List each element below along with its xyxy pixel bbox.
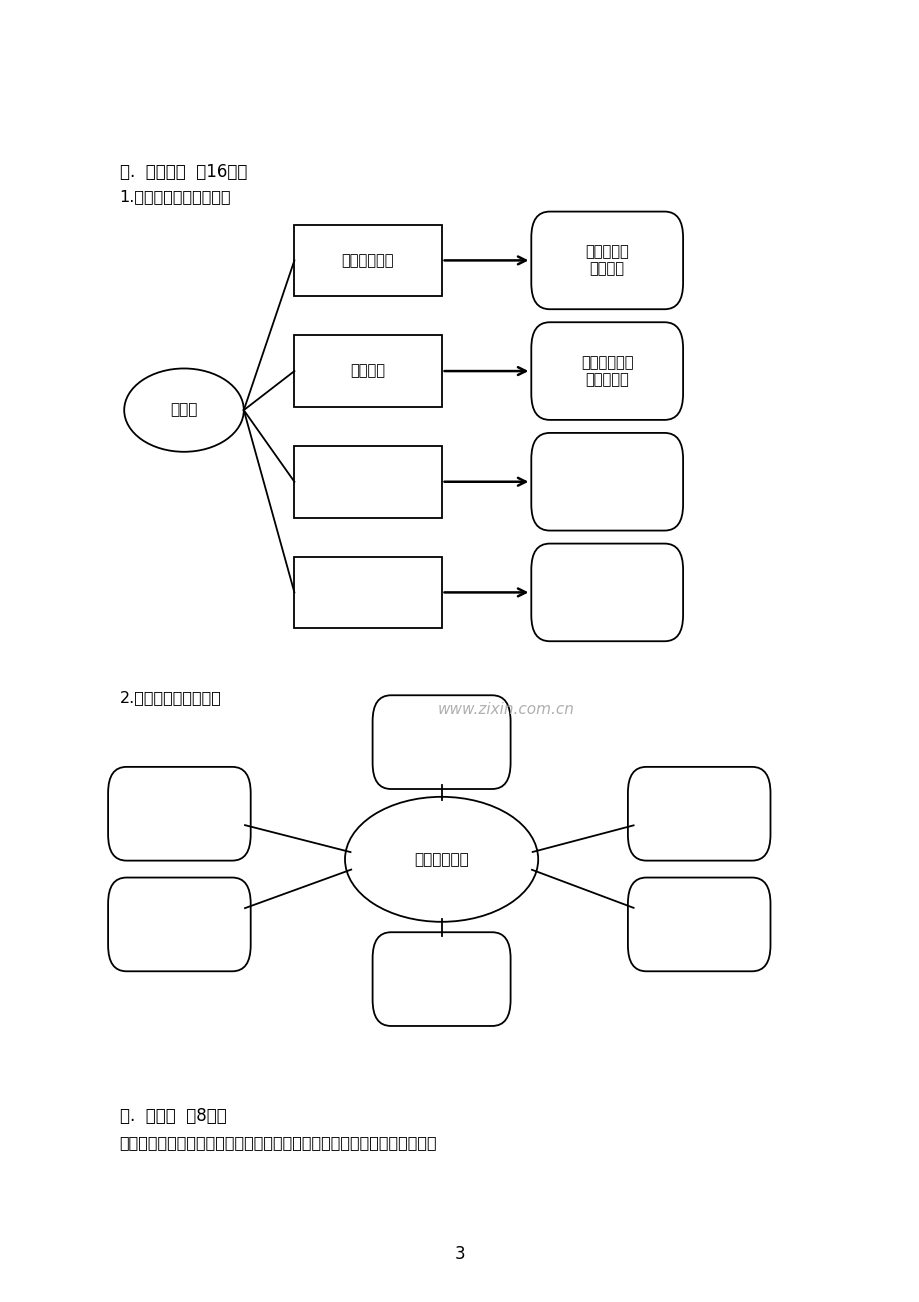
Text: www.zixin.com.cn: www.zixin.com.cn (437, 702, 573, 717)
Text: 2.填空，细胞的作用。: 2.填空，细胞的作用。 (119, 690, 221, 706)
Ellipse shape (345, 797, 538, 922)
Ellipse shape (124, 368, 244, 452)
FancyBboxPatch shape (372, 932, 510, 1026)
FancyBboxPatch shape (108, 878, 250, 971)
Bar (294, 445, 441, 517)
Text: 农业科技人员: 农业科技人员 (341, 253, 394, 268)
Text: 六.  操作题  （8分）: 六. 操作题 （8分） (119, 1107, 226, 1125)
Text: 1.填空，放大镜的作用。: 1.填空，放大镜的作用。 (119, 189, 231, 204)
Bar (294, 224, 441, 296)
Text: 公安人员: 公安人员 (350, 363, 385, 379)
FancyBboxPatch shape (372, 695, 510, 789)
Text: 观察现场找到
纤维和指纹: 观察现场找到 纤维和指纹 (580, 355, 633, 387)
Text: 生命体的细胞: 生命体的细胞 (414, 852, 469, 867)
FancyBboxPatch shape (531, 432, 682, 531)
FancyBboxPatch shape (531, 544, 682, 641)
Bar (294, 335, 441, 406)
Bar (294, 556, 441, 628)
Text: 五.  实验探究  （16分）: 五. 实验探究 （16分） (119, 163, 246, 181)
FancyBboxPatch shape (108, 767, 250, 861)
Text: 3: 3 (454, 1245, 465, 1263)
FancyBboxPatch shape (627, 767, 770, 861)
FancyBboxPatch shape (627, 878, 770, 971)
Text: 放大镜: 放大镜 (170, 402, 198, 418)
FancyBboxPatch shape (531, 212, 682, 309)
Text: 放大镜花的食盐、白糖、碱面、味精的颗粒是什么样的呢？请你画下来吧。: 放大镜花的食盐、白糖、碱面、味精的颗粒是什么样的呢？请你画下来吧。 (119, 1135, 437, 1151)
Text: 观察植物的
花或种子: 观察植物的 花或种子 (584, 245, 629, 276)
FancyBboxPatch shape (531, 323, 682, 419)
